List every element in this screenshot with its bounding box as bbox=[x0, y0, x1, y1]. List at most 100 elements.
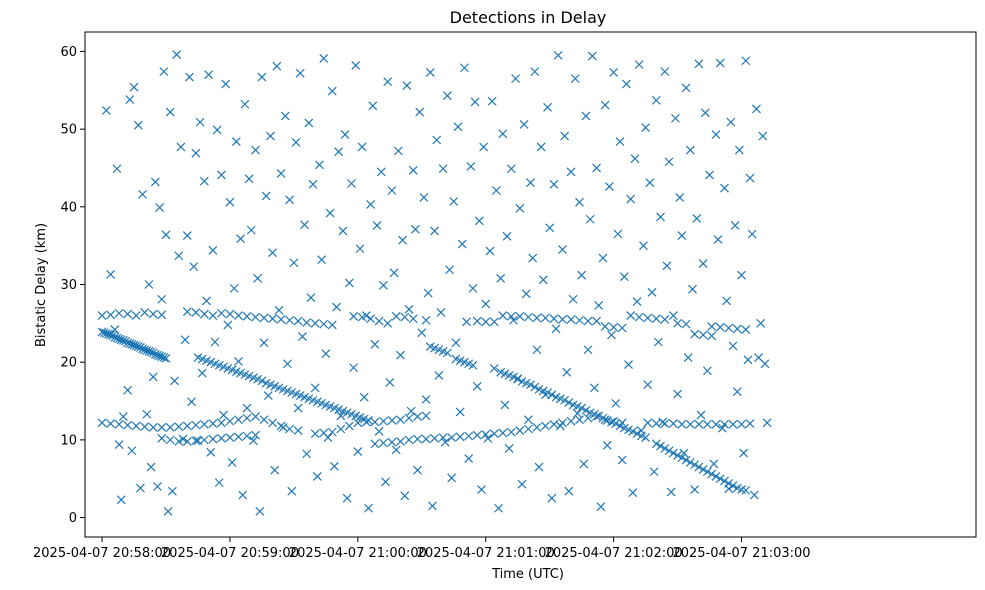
data-point bbox=[696, 410, 706, 420]
data-point bbox=[123, 309, 133, 319]
data-point bbox=[498, 311, 508, 321]
data-point bbox=[523, 424, 533, 434]
data-point bbox=[106, 330, 116, 340]
data-point bbox=[421, 395, 431, 404]
data-point bbox=[694, 462, 704, 472]
data-point bbox=[457, 239, 467, 249]
data-point bbox=[114, 308, 124, 318]
data-point bbox=[662, 261, 672, 271]
data-point bbox=[157, 310, 167, 320]
data-point bbox=[464, 431, 474, 441]
data-point bbox=[268, 418, 278, 428]
chart-title: Detections in Delay bbox=[450, 8, 607, 27]
data-point bbox=[425, 67, 435, 77]
data-point bbox=[613, 229, 623, 239]
data-point bbox=[253, 273, 263, 283]
data-point bbox=[106, 419, 116, 428]
data-point bbox=[551, 324, 561, 334]
data-point bbox=[374, 316, 384, 326]
data-point bbox=[293, 426, 303, 435]
data-point bbox=[745, 419, 755, 428]
data-point bbox=[387, 186, 397, 195]
data-point bbox=[400, 491, 410, 501]
data-point bbox=[641, 123, 651, 132]
data-point bbox=[289, 258, 299, 268]
data-point bbox=[285, 315, 295, 325]
data-point bbox=[178, 434, 188, 444]
data-point bbox=[515, 203, 525, 213]
data-point bbox=[581, 405, 591, 415]
data-point bbox=[440, 437, 450, 447]
data-point bbox=[344, 421, 354, 431]
data-point bbox=[600, 415, 610, 425]
data-point bbox=[526, 178, 535, 188]
data-point bbox=[702, 467, 712, 477]
y-tick-label: 20 bbox=[60, 356, 77, 371]
data-point bbox=[97, 311, 107, 321]
data-point bbox=[329, 461, 339, 471]
data-point bbox=[408, 165, 418, 175]
data-point bbox=[700, 108, 710, 118]
data-point bbox=[342, 493, 352, 503]
data-point bbox=[131, 421, 141, 431]
data-point bbox=[321, 349, 331, 359]
data-point bbox=[231, 137, 241, 146]
data-point bbox=[359, 392, 369, 402]
data-point bbox=[410, 224, 420, 234]
data-point bbox=[191, 308, 201, 317]
data-point bbox=[234, 415, 243, 425]
data-point bbox=[468, 360, 478, 370]
data-point bbox=[632, 429, 642, 439]
x-axis-title: Time (UTC) bbox=[491, 567, 564, 582]
data-point bbox=[615, 137, 625, 146]
data-point bbox=[568, 294, 578, 304]
data-point bbox=[297, 332, 307, 341]
data-point bbox=[526, 380, 535, 390]
data-point bbox=[558, 245, 567, 254]
data-point bbox=[477, 485, 486, 495]
data-point bbox=[600, 100, 610, 110]
data-point bbox=[506, 164, 516, 174]
data-point bbox=[673, 450, 683, 460]
data-point bbox=[123, 385, 133, 395]
data-point bbox=[319, 53, 329, 63]
data-point bbox=[509, 315, 518, 325]
data-point bbox=[436, 308, 446, 317]
data-point bbox=[251, 312, 260, 322]
data-point bbox=[125, 95, 135, 105]
data-point bbox=[225, 309, 235, 319]
data-point bbox=[300, 220, 309, 230]
data-point bbox=[378, 280, 388, 290]
data-point bbox=[172, 50, 182, 59]
data-point bbox=[724, 484, 734, 494]
data-point bbox=[199, 309, 209, 319]
data-point bbox=[577, 403, 587, 413]
data-point bbox=[229, 283, 239, 293]
data-point bbox=[536, 142, 546, 152]
data-point bbox=[681, 83, 691, 93]
data-point bbox=[683, 353, 693, 362]
data-point bbox=[133, 120, 143, 130]
data-point bbox=[242, 413, 252, 423]
data-point bbox=[634, 60, 644, 70]
data-point bbox=[276, 315, 286, 324]
data-point bbox=[528, 253, 538, 263]
data-point bbox=[491, 186, 501, 195]
data-point bbox=[666, 487, 676, 497]
data-point bbox=[596, 502, 606, 512]
data-point bbox=[415, 107, 425, 117]
data-point bbox=[643, 418, 653, 428]
data-points bbox=[97, 50, 772, 516]
data-point bbox=[189, 262, 199, 272]
data-point bbox=[675, 193, 685, 202]
data-point bbox=[114, 419, 124, 429]
data-point bbox=[413, 412, 422, 422]
data-point bbox=[323, 433, 333, 442]
data-point bbox=[242, 311, 252, 321]
data-point bbox=[438, 433, 448, 442]
data-point bbox=[517, 479, 527, 489]
data-point bbox=[715, 58, 725, 68]
data-point bbox=[732, 324, 742, 334]
data-point bbox=[530, 382, 540, 392]
